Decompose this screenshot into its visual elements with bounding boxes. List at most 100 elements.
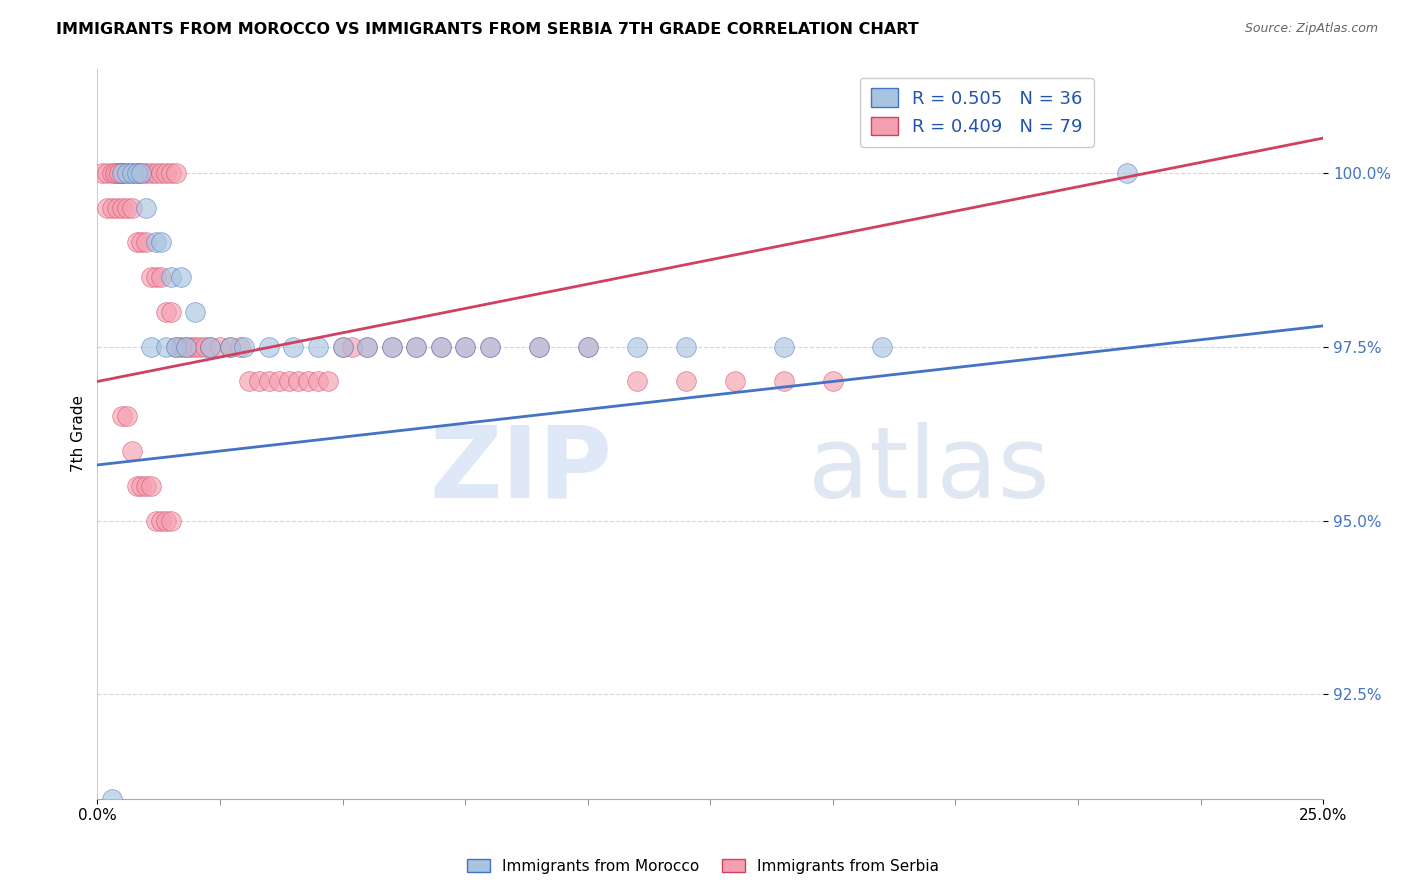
Point bbox=[145, 166, 167, 180]
Point bbox=[103, 166, 125, 180]
Point bbox=[111, 166, 134, 180]
Point bbox=[155, 340, 177, 354]
Point bbox=[96, 201, 118, 215]
Point bbox=[160, 514, 183, 528]
Point bbox=[135, 235, 157, 250]
Point bbox=[233, 340, 256, 354]
Point bbox=[267, 375, 290, 389]
Point bbox=[174, 340, 197, 354]
Point bbox=[218, 340, 240, 354]
Point bbox=[141, 479, 163, 493]
Point bbox=[101, 791, 124, 805]
Point bbox=[257, 340, 280, 354]
Point bbox=[121, 444, 143, 458]
Point bbox=[111, 166, 134, 180]
Y-axis label: 7th Grade: 7th Grade bbox=[72, 395, 86, 472]
Point bbox=[135, 201, 157, 215]
Point bbox=[381, 340, 404, 354]
Point bbox=[115, 166, 138, 180]
Point bbox=[405, 340, 427, 354]
Point bbox=[626, 375, 648, 389]
Point bbox=[429, 340, 451, 354]
Point bbox=[454, 340, 477, 354]
Point bbox=[135, 166, 157, 180]
Point bbox=[478, 340, 501, 354]
Point bbox=[150, 514, 173, 528]
Point bbox=[675, 340, 697, 354]
Point bbox=[121, 201, 143, 215]
Legend: Immigrants from Morocco, Immigrants from Serbia: Immigrants from Morocco, Immigrants from… bbox=[461, 853, 945, 880]
Point bbox=[454, 340, 477, 354]
Point bbox=[141, 270, 163, 285]
Text: atlas: atlas bbox=[808, 422, 1050, 518]
Point bbox=[131, 479, 153, 493]
Point bbox=[115, 201, 138, 215]
Point bbox=[131, 166, 153, 180]
Point bbox=[101, 201, 124, 215]
Point bbox=[238, 375, 260, 389]
Point bbox=[405, 340, 427, 354]
Point bbox=[111, 201, 134, 215]
Legend: R = 0.505   N = 36, R = 0.409   N = 79: R = 0.505 N = 36, R = 0.409 N = 79 bbox=[860, 78, 1094, 147]
Point bbox=[125, 166, 148, 180]
Point bbox=[125, 166, 148, 180]
Point bbox=[277, 375, 299, 389]
Point bbox=[91, 166, 114, 180]
Point bbox=[101, 166, 124, 180]
Point bbox=[356, 340, 378, 354]
Point bbox=[125, 235, 148, 250]
Point bbox=[198, 340, 221, 354]
Point bbox=[180, 340, 202, 354]
Point bbox=[626, 340, 648, 354]
Point bbox=[297, 375, 319, 389]
Point bbox=[527, 340, 550, 354]
Point bbox=[773, 375, 796, 389]
Point bbox=[257, 375, 280, 389]
Point bbox=[675, 375, 697, 389]
Point bbox=[145, 235, 167, 250]
Point bbox=[332, 340, 354, 354]
Point bbox=[773, 340, 796, 354]
Point bbox=[121, 166, 143, 180]
Point bbox=[141, 166, 163, 180]
Point bbox=[1116, 166, 1139, 180]
Point bbox=[194, 340, 217, 354]
Point bbox=[576, 340, 599, 354]
Point bbox=[115, 166, 138, 180]
Point bbox=[111, 166, 134, 180]
Point bbox=[188, 340, 211, 354]
Point bbox=[198, 340, 221, 354]
Point bbox=[724, 375, 747, 389]
Point bbox=[184, 305, 207, 319]
Point bbox=[125, 479, 148, 493]
Point bbox=[131, 235, 153, 250]
Point bbox=[105, 201, 128, 215]
Point bbox=[356, 340, 378, 354]
Point bbox=[150, 166, 173, 180]
Point bbox=[174, 340, 197, 354]
Point bbox=[108, 166, 131, 180]
Point bbox=[160, 166, 183, 180]
Point bbox=[121, 166, 143, 180]
Point bbox=[576, 340, 599, 354]
Point bbox=[208, 340, 231, 354]
Point bbox=[150, 235, 173, 250]
Point bbox=[135, 479, 157, 493]
Point bbox=[155, 166, 177, 180]
Point bbox=[131, 166, 153, 180]
Point bbox=[184, 340, 207, 354]
Point bbox=[478, 340, 501, 354]
Point bbox=[105, 166, 128, 180]
Point bbox=[342, 340, 364, 354]
Point bbox=[247, 375, 270, 389]
Point bbox=[96, 166, 118, 180]
Point bbox=[381, 340, 404, 354]
Point bbox=[527, 340, 550, 354]
Point bbox=[332, 340, 354, 354]
Point bbox=[218, 340, 240, 354]
Point bbox=[316, 375, 339, 389]
Text: ZIP: ZIP bbox=[429, 422, 612, 518]
Point bbox=[160, 270, 183, 285]
Text: Source: ZipAtlas.com: Source: ZipAtlas.com bbox=[1244, 22, 1378, 36]
Point bbox=[165, 166, 187, 180]
